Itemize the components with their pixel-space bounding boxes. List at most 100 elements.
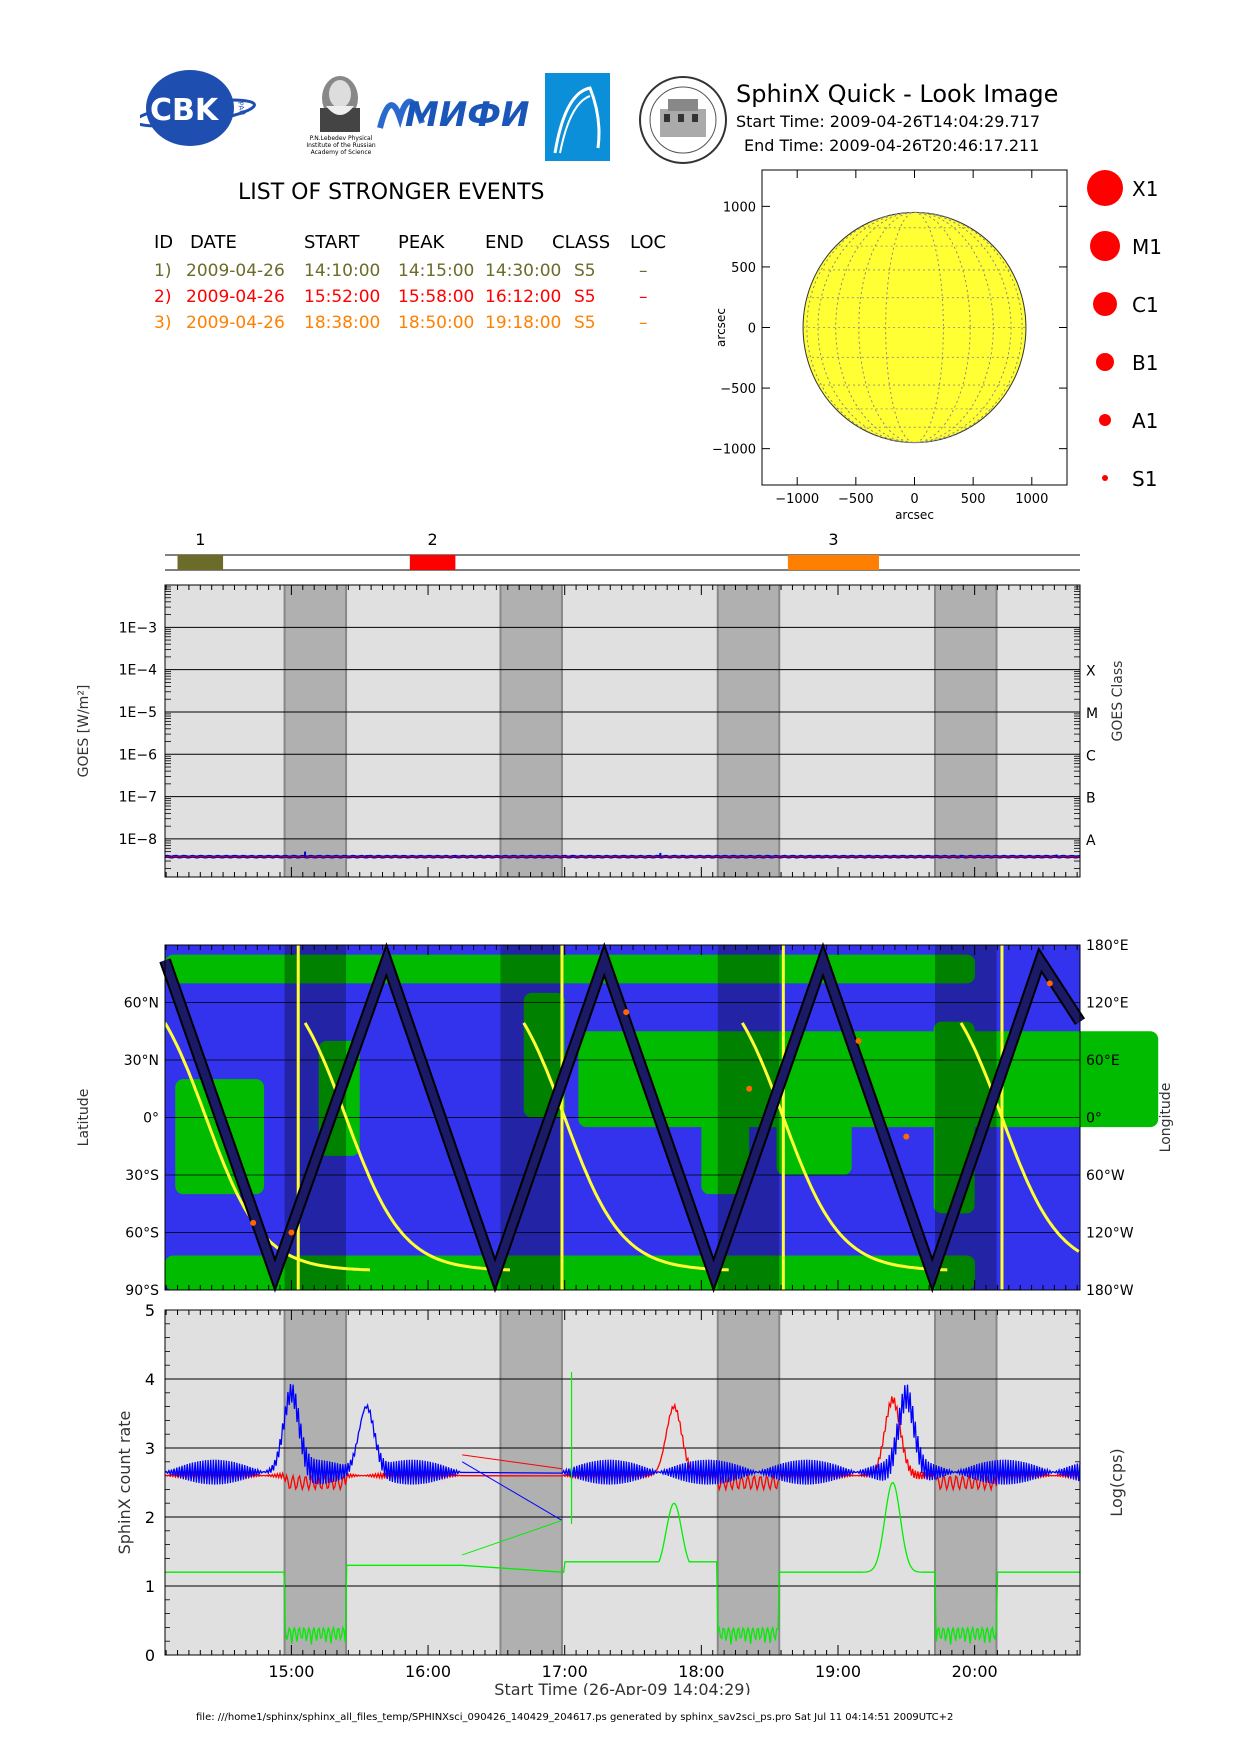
goes-class-label: B [1086,791,1096,807]
orbit-track [161,948,1084,1287]
longitude-tick-label: 180°E [1086,938,1129,954]
mifi-logo: МИФИ [377,95,529,135]
x-tick-label: 1000 [1015,492,1048,507]
x-tick-label: 0 [910,492,918,507]
y-axis-label: arcsec [714,308,728,347]
event-row-cell: 2) [154,287,171,307]
eclipse-band [500,1310,562,1655]
event-row-cell: 15:58:00 [398,287,474,307]
orbit-hotspot [288,1229,295,1236]
events-heading: LIST OF STRONGER EVENTS [238,180,545,205]
latitude-tick-label: 90°S [125,1283,159,1299]
goes-y2-axis-label: GOES Class [1110,661,1126,742]
event-row-cell: S5 [574,313,596,333]
event-row-cell: – [639,261,648,281]
sphinx-y-axis-label: SphinX count rate [115,1411,134,1555]
event-row-cell: S5 [574,287,596,307]
time-tick-label: 20:00 [952,1662,998,1681]
longitude-gridline [806,212,1023,443]
size-key-marker [1099,414,1111,426]
events-column-header: ID [154,232,173,253]
logos-svg: CBK PAN МИФИ [134,70,610,161]
event-bar [409,555,456,570]
events-table-svg: ID DATE START PEAK END CLASS LOC 1) 2009-04-26 14… [154,232,666,333]
land-region [175,1079,265,1195]
event-row-cell: 14:30:00 [485,261,561,281]
y-tick-label: 500 [731,261,756,276]
event-row-cell: 2009-04-26 [186,261,285,281]
y-tick-label: 1000 [723,200,756,215]
goes-y-tick-label: 1E−8 [119,832,157,848]
start-time: Start Time: 2009-04-26T14:04:29.717 [736,112,1041,131]
size-key-svg: X1 M1 C1 B1 A1 S1 [1087,170,1162,491]
latitude-axis-label: Latitude [76,1089,92,1147]
orbit-hotspot [903,1133,910,1140]
size-key-label: X1 [1132,177,1158,201]
land-region [165,1255,975,1290]
size-key: X1 M1 C1 B1 A1 S1 [1080,168,1180,508]
longitude-tick-label: 120°E [1086,996,1129,1012]
page-title: SphinX Quick - Look Image [736,80,1059,108]
event-row-cell: 3) [154,313,171,333]
events-column-header: END [485,232,524,253]
events-column-header: START [304,232,361,253]
longitude-axis-label: Longitude [1158,1083,1174,1153]
latitude-tick-label: 30°S [125,1168,159,1184]
gap-connector [461,1461,563,1521]
orbit-hotspot [250,1219,257,1226]
size-key-marker [1093,292,1117,316]
longitude-tick-label: 120°W [1086,1226,1134,1242]
time-tick-label: 18:00 [678,1662,724,1681]
sphinx-series-line [164,1396,1081,1492]
longitude-tick-label: 0° [1086,1111,1102,1127]
sphinx-y-tick-label: 1 [145,1577,155,1596]
cbk-logo-text: CBK [150,93,220,128]
goes-panel-frame [164,584,1081,878]
size-key-marker [1090,231,1120,261]
goes-class-label: X [1086,664,1096,680]
solar-disk-chart: −1000 −500 0 500 1000 −1000 −500 0 500 1000 arcsec… [712,169,1068,522]
solar-disk-panel: −1000 −500 0 500 1000 −1000 −500 0 500 1000 arcsec… [700,160,1080,530]
size-key-marker [1087,170,1123,206]
event-bar [177,555,224,570]
goes-y-tick-label: 1E−5 [119,705,157,721]
goes-y-tick-label: 1E−3 [119,620,157,636]
goes-flux-long [164,855,1081,858]
end-time: End Time: 2009-04-26T20:46:17.211 [744,136,1040,155]
longitude-gridline [835,212,994,443]
event-bar-label: 1 [195,530,205,549]
sphinx-y-tick-label: 2 [145,1508,155,1527]
orbit-hotspot [855,1037,862,1044]
x-tick-label: −1000 [775,492,819,507]
events-column-header: CLASS [552,232,610,253]
blue-arc-logo [545,73,610,161]
event-row-cell: 2009-04-26 [186,313,285,333]
size-key-marker [1102,475,1108,481]
size-key-label: C1 [1132,293,1159,317]
event-row-cell: 14:15:00 [398,261,474,281]
sphinx-series-line [164,1383,1081,1485]
event-row-cell: 18:38:00 [304,313,380,333]
size-key-label: M1 [1132,235,1162,259]
time-tick-label: 19:00 [815,1662,861,1681]
event-bar [787,555,879,570]
time-axis-label: Start Time (26-Apr-09 14:04:29) [494,1680,750,1695]
size-key-marker [1096,353,1114,371]
orbit-hotspot [623,1009,630,1016]
y-tick-label: −1000 [712,443,756,458]
longitude-tick-label: 180°W [1086,1283,1134,1299]
goes-class-label: C [1086,748,1096,764]
footer-note: file: ///home1/sphinx/sphinx_all_files_t… [196,1712,954,1723]
longitude-gridline [817,212,1012,443]
event-row-cell: 19:18:00 [485,313,561,333]
latitude-tick-label: 30°N [124,1053,159,1069]
seal-logo [638,74,728,166]
cbk-pan-logo: CBK PAN [134,70,256,146]
sphinx-y-tick-label: 4 [145,1370,155,1389]
time-series-panels: 1 2 3 1E−3 1E−4 1E−5 1E−6 1E−7 1E−8 X M C B A GOES [W/… [76,530,1174,1699]
goes-y-tick-label: 1E−4 [119,663,157,679]
time-tick-label: 17:00 [542,1662,588,1681]
mifi-logo-text: МИФИ [405,95,529,135]
terminator-curve [959,1022,1080,1253]
sphinx-panel-frame [164,1309,1081,1656]
